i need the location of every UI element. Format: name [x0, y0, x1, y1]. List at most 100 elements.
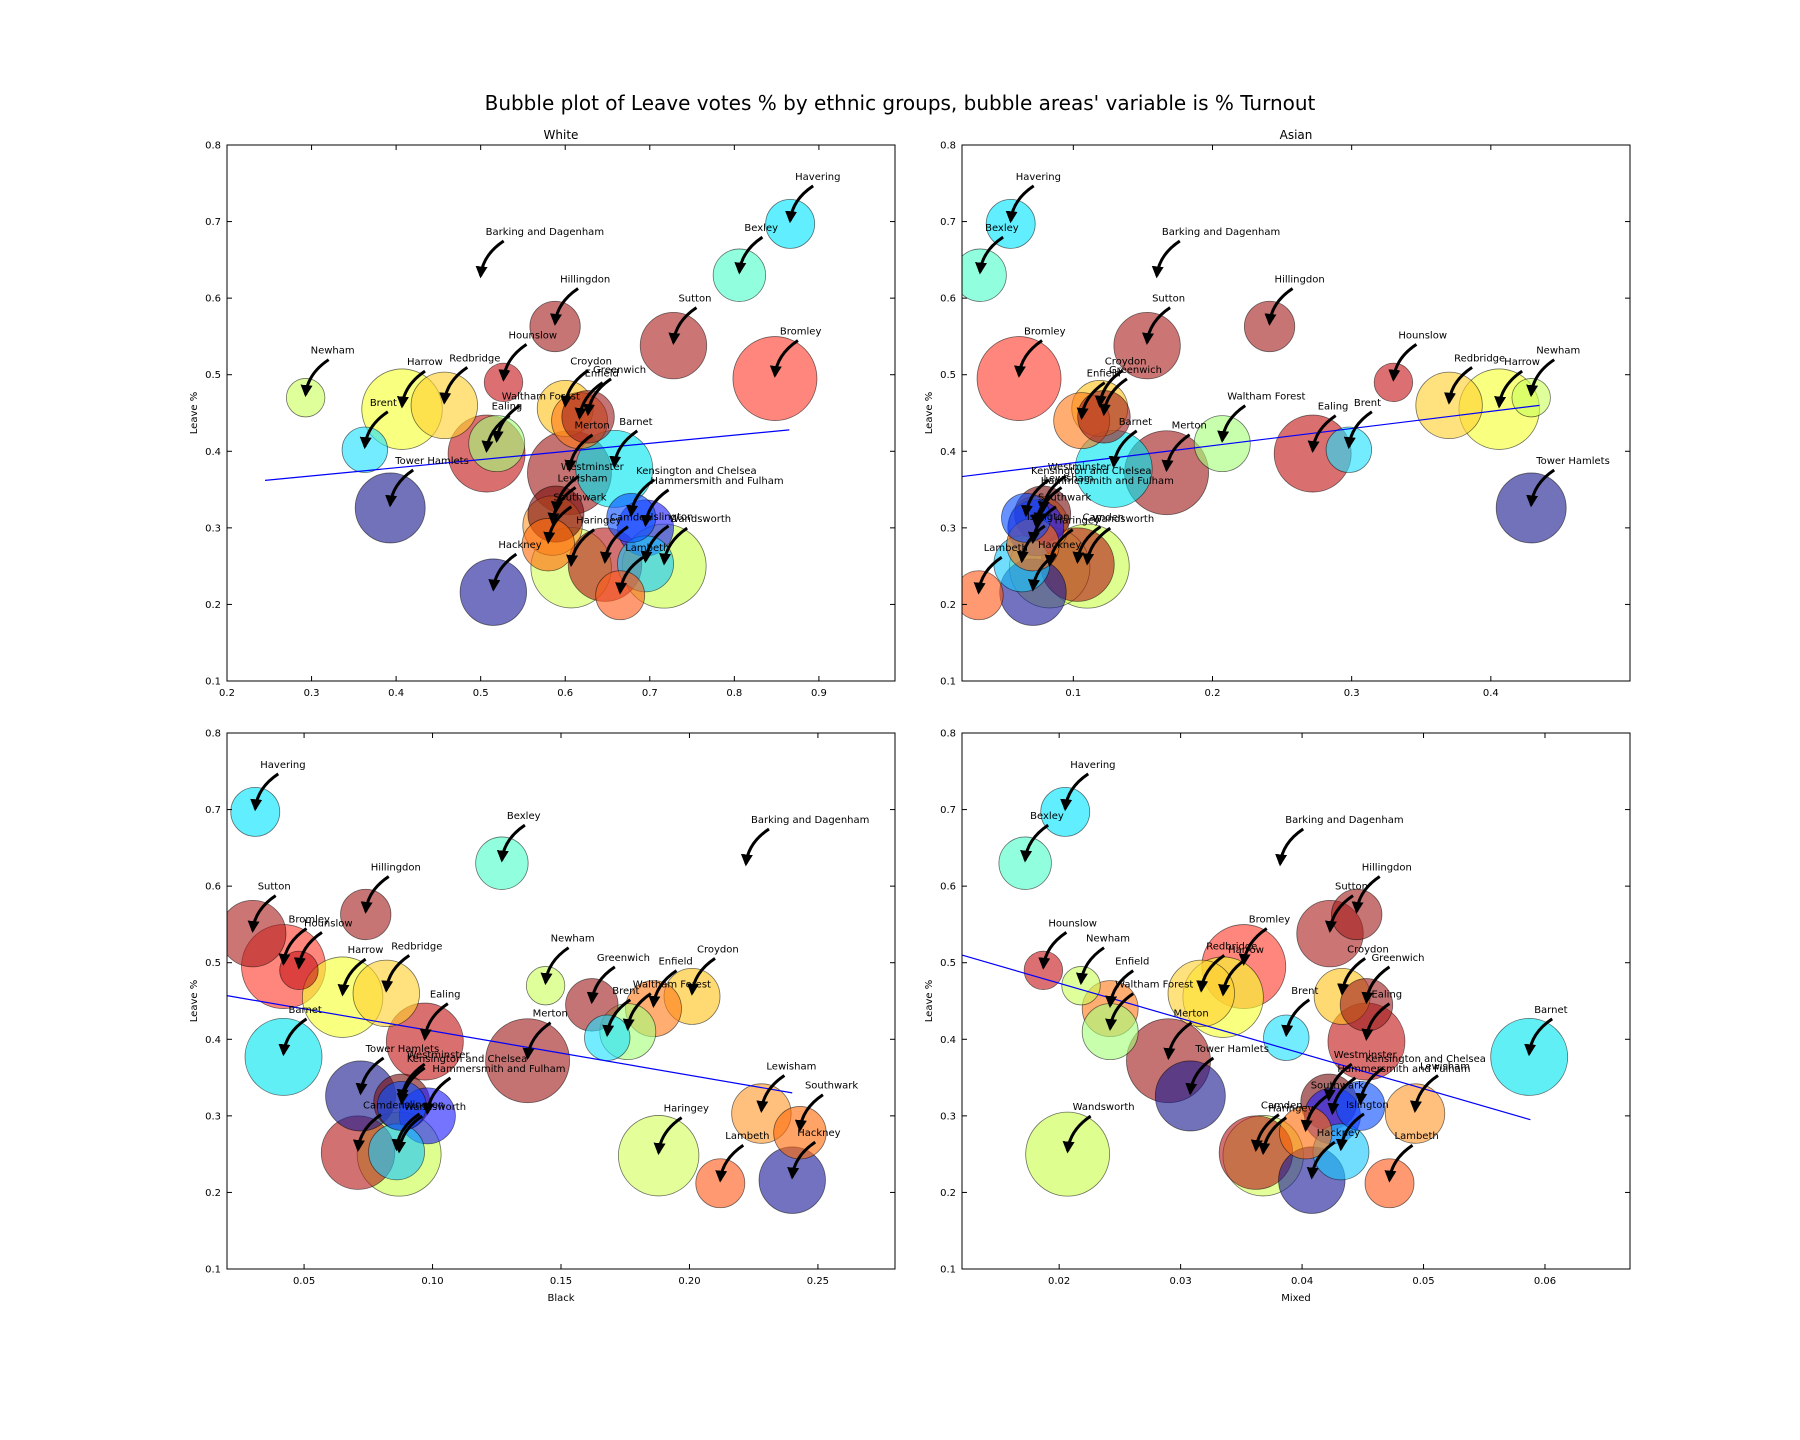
bubble-label-harrow: Harrow [1228, 945, 1264, 956]
bubble-label-bexley: Bexley [507, 811, 541, 822]
bubble-sutton [1113, 311, 1181, 380]
bubble-label-bromley: Bromley [289, 915, 331, 926]
subplot-title: Asian [1280, 128, 1313, 142]
bubble-label-waltham-forest: Waltham Forest [1115, 980, 1193, 991]
bubble-label-westminster: Westminster [407, 1050, 471, 1061]
bubble-label-hammersmith-and-fulham: Hammersmith and Fulham [1337, 1064, 1470, 1075]
bubble-label-hounslow: Hounslow [1398, 330, 1447, 341]
annotation-arrow [1151, 239, 1181, 279]
bubble-label-islington: Islington [1346, 1100, 1389, 1111]
annotation-arrow [1196, 954, 1226, 993]
bubble-label-hammersmith-and-fulham: Hammersmith and Fulham [651, 476, 784, 487]
annotation-arrow [973, 555, 1003, 595]
bubble-label-brent: Brent [612, 986, 639, 997]
annotation-arrow [475, 239, 505, 279]
x-tick-label: 0.03 [1169, 1276, 1191, 1287]
bubble-lambeth [695, 1158, 746, 1209]
bubble-label-hackney: Hackney [797, 1128, 840, 1139]
bubble-label-greenwich: Greenwich [1109, 365, 1162, 376]
y-tick-label: 0.6 [940, 882, 956, 893]
y-tick-label: 0.7 [940, 217, 956, 228]
y-tick-label: 0.3 [940, 523, 956, 534]
bubble-label-hillingdon: Hillingdon [1275, 274, 1325, 285]
bubble-label-lewisham: Lewisham [1420, 1062, 1470, 1073]
x-tick-label: 0.05 [1412, 1276, 1434, 1287]
annotation-arrow [734, 235, 764, 275]
bubble-label-ealing: Ealing [1318, 402, 1349, 413]
bubble-label-brent: Brent [1354, 398, 1381, 409]
annotation-arrow [355, 1056, 385, 1096]
bubble-label-southwark: Southwark [805, 1081, 858, 1092]
y-tick-label: 0.2 [940, 1188, 956, 1199]
bubble-label-croydon: Croydon [570, 356, 612, 367]
x-tick-label: 0.10 [421, 1276, 443, 1287]
bubble-label-barking-and-dagenham: Barking and Dagenham [1285, 815, 1403, 826]
bubble-newham [1511, 378, 1551, 418]
x-axis-label: Black [547, 1293, 574, 1304]
annotation-arrow [247, 894, 277, 934]
annotation-arrow [1108, 429, 1138, 469]
bubble-label-greenwich: Greenwich [593, 365, 646, 376]
bubble-label-brent: Brent [370, 398, 397, 409]
bubble-label-bromley: Bromley [1249, 915, 1291, 926]
y-tick-label: 0.7 [940, 805, 956, 816]
annotation-arrow [1020, 823, 1050, 863]
y-tick-label: 0.4 [940, 1035, 956, 1046]
annotation-arrow [787, 1140, 817, 1180]
annotation-arrow [1355, 1066, 1385, 1106]
annotation-arrow [1076, 381, 1106, 421]
bubble-label-harrow: Harrow [1504, 357, 1540, 368]
annotation-arrow [564, 433, 594, 473]
annotation-arrow [293, 931, 323, 970]
annotation-arrow [1351, 875, 1381, 914]
annotation-arrow [975, 235, 1004, 275]
annotation-arrow [1161, 433, 1191, 473]
bubble-brent [1325, 426, 1373, 473]
bubble-label-enfield: Enfield [1087, 369, 1121, 380]
annotation-arrow [1075, 946, 1105, 986]
bubble-havering [1040, 786, 1091, 837]
bubble-label-greenwich: Greenwich [1371, 953, 1424, 964]
x-axis-label: Mixed [1281, 1293, 1311, 1304]
x-tick-label: 0.6 [557, 688, 573, 699]
annotation-arrow [659, 526, 689, 566]
subplots: Havering Bexley Barking and Dagenham Hillin… [189, 128, 1631, 1304]
annotation-arrow [278, 1017, 308, 1057]
annotation-arrow [1343, 410, 1373, 450]
y-tick-label: 0.2 [205, 600, 221, 611]
annotation-arrow [686, 957, 716, 996]
y-tick-label: 0.7 [205, 217, 221, 228]
bubble-greenwich [1339, 978, 1394, 1032]
annotation-arrow [668, 306, 698, 346]
axes-frame [226, 144, 896, 682]
annotation-arrow [648, 969, 678, 1009]
annotation-arrow [785, 184, 814, 224]
bubble-lewisham [1384, 1083, 1446, 1144]
bubble-label-lewisham: Lewisham [766, 1062, 816, 1073]
y-tick-label: 0.2 [205, 1188, 221, 1199]
annotation-arrow [609, 429, 639, 469]
bubble-label-ealing: Ealing [430, 990, 461, 1001]
bubble-tower-hamlets [354, 472, 426, 544]
bubble-label-camden: Camden [363, 1101, 405, 1112]
annotation-arrow [1027, 552, 1057, 592]
annotation-arrow [1409, 1074, 1439, 1113]
x-tick-label: 0.15 [550, 1276, 572, 1287]
annotation-arrow [250, 772, 280, 812]
annotation-arrow [1361, 1002, 1391, 1041]
x-tick-label: 0.4 [1483, 688, 1499, 699]
annotation-arrow [1335, 1112, 1365, 1152]
bubble-label-lambeth: Lambeth [725, 1131, 769, 1142]
bubble-label-sutton: Sutton [1335, 882, 1368, 893]
annotation-arrow [439, 366, 469, 405]
x-tick-label: 0.05 [293, 1276, 315, 1287]
bubble-label-havering: Havering [795, 172, 840, 183]
subplot-mixed: Havering Bexley Barking and Dagenham Hillin… [924, 729, 1631, 1304]
y-tick-label: 0.5 [940, 370, 956, 381]
bubble-label-brent: Brent [1291, 986, 1318, 997]
annotation-arrow [1307, 414, 1337, 453]
bubble-label-barnet: Barnet [619, 417, 652, 428]
annotation-arrow [1524, 1017, 1554, 1057]
annotation-arrow [522, 1021, 552, 1061]
bubble-label-tower-hamlets: Tower Hamlets [394, 456, 469, 467]
